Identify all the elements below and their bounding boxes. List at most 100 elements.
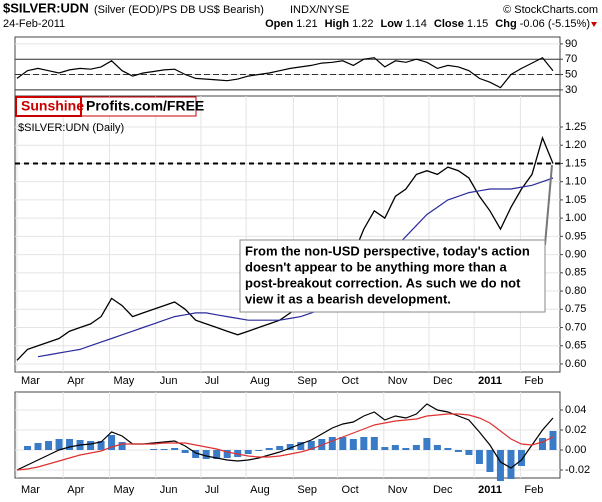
x-tick-label: Apr	[67, 375, 84, 387]
y-tick-label: 0.95	[565, 230, 586, 242]
x-tick-label: Nov	[388, 484, 408, 496]
x-tick-label: Jun	[160, 484, 178, 496]
y-tick-label: -0.02	[565, 464, 590, 476]
annotation: post-breakout correction. As such we do …	[245, 275, 521, 290]
histogram-bar	[265, 448, 273, 450]
histogram-bar	[370, 437, 378, 450]
y-tick-label: 0.85	[565, 267, 586, 279]
plots: 90 70 50 30 1.25 1.20 1.15 1.10 1.05 1.00 0.95 0.90…	[14, 36, 590, 496]
x-tick-label: Jul	[205, 375, 219, 387]
symbol: $SILVER:UDN	[3, 0, 89, 15]
histogram-bar	[286, 444, 294, 450]
histogram-bar	[349, 439, 357, 450]
logo-site: Profits.com/FREE	[86, 98, 204, 114]
down-arrow	[591, 22, 597, 27]
x-tick-label: Aug	[250, 375, 270, 387]
x-tick-label: Sep	[297, 484, 317, 496]
y-tick-label: 1.10	[565, 176, 586, 188]
histogram-bar	[192, 450, 200, 458]
y-tick-label: 0.04	[565, 404, 586, 416]
histogram-bar	[276, 446, 284, 450]
x-tick-label: Dec	[433, 375, 453, 387]
panel	[14, 391, 561, 479]
histogram-bar	[97, 441, 105, 450]
annotation: view it as a bearish development.	[245, 291, 451, 306]
x-tick-label: Feb	[524, 375, 543, 387]
y-tick-label: 1.20	[565, 139, 586, 151]
annotation: From the non-USD perspective, today's ac…	[245, 243, 530, 258]
y-tick-label: 70	[565, 53, 577, 65]
x-tick-label: Oct	[342, 484, 359, 496]
histogram-bar	[538, 438, 546, 450]
histogram-bar	[507, 450, 515, 479]
description: (Silver (EOD)/PS DB US$ Bearish)	[94, 4, 264, 16]
quote-label: Close	[434, 18, 464, 30]
x-tick-label: Mar	[21, 375, 40, 387]
exchange: INDX/NYSE	[290, 4, 349, 16]
y-tick-label: 1.00	[565, 212, 586, 224]
histogram-bar	[496, 450, 504, 481]
line	[16, 403, 554, 471]
y-tick-label: 0.75	[565, 303, 586, 315]
histogram-bar	[255, 450, 263, 451]
x-tick-label: Mar	[21, 484, 40, 496]
quote-label: Low	[380, 18, 402, 30]
y-tick-label: 0.90	[565, 249, 586, 261]
histogram-bar	[297, 442, 305, 450]
logo-brand-box	[15, 96, 82, 117]
panel	[14, 36, 561, 97]
histogram-bar	[55, 439, 63, 450]
histogram-bar	[454, 450, 462, 452]
y-tick-label: 1.15	[565, 157, 586, 169]
y-tick-label: 0.60	[565, 358, 586, 370]
quote-value: 1.14	[405, 18, 426, 30]
histogram-bar	[412, 445, 420, 450]
y-tick-label: 30	[565, 84, 577, 96]
histogram-bar	[307, 441, 315, 450]
panel	[14, 95, 561, 373]
x-tick-label: Aug	[250, 484, 270, 496]
histogram-bar	[328, 437, 336, 450]
y-tick-label: 0.80	[565, 285, 586, 297]
line	[16, 413, 554, 471]
quote-value: 1.22	[352, 18, 373, 30]
x-tick-label: Apr	[67, 484, 84, 496]
quote-value: 1.15	[467, 18, 488, 30]
y-tick-label: 90	[565, 38, 577, 50]
y-tick-label: 0.70	[565, 321, 586, 333]
x-tick-label: Oct	[342, 375, 359, 387]
quote-value: -0.06 (-5.15%)	[520, 18, 590, 30]
histogram-bar	[171, 448, 179, 450]
line	[16, 135, 554, 361]
x-tick-label: May	[113, 484, 134, 496]
histogram-bar	[160, 449, 168, 450]
x-tick-label: 2011	[478, 484, 502, 496]
histogram-bar	[24, 446, 32, 450]
date: 24-Feb-2011	[3, 18, 65, 30]
x-tick-label: Jul	[205, 484, 219, 496]
y-tick-label: 0.02	[565, 424, 586, 436]
arrow	[544, 164, 553, 246]
quote-label: Chg	[495, 18, 516, 30]
histogram-bar	[223, 450, 231, 458]
histogram-bar	[213, 450, 221, 459]
annotation-box	[239, 239, 546, 313]
histogram-bar	[391, 445, 399, 450]
histogram-bar	[87, 441, 95, 450]
histogram-bar	[66, 439, 74, 450]
x-tick-label: Nov	[388, 375, 408, 387]
x-tick-label: Dec	[433, 484, 453, 496]
line	[16, 56, 554, 89]
annotation: doesn't appear to be anything more than …	[245, 259, 507, 274]
histogram-bar	[34, 443, 42, 450]
histogram-bar	[402, 448, 410, 450]
histogram-bar	[45, 441, 53, 450]
panel-title: $SILVER:UDN (Daily)	[18, 122, 124, 134]
histogram-bar	[444, 448, 452, 450]
histogram-bar	[486, 450, 494, 472]
x-tick-label: 2011	[478, 375, 502, 387]
histogram-bar	[118, 442, 126, 450]
quote-label: Open	[265, 18, 293, 30]
